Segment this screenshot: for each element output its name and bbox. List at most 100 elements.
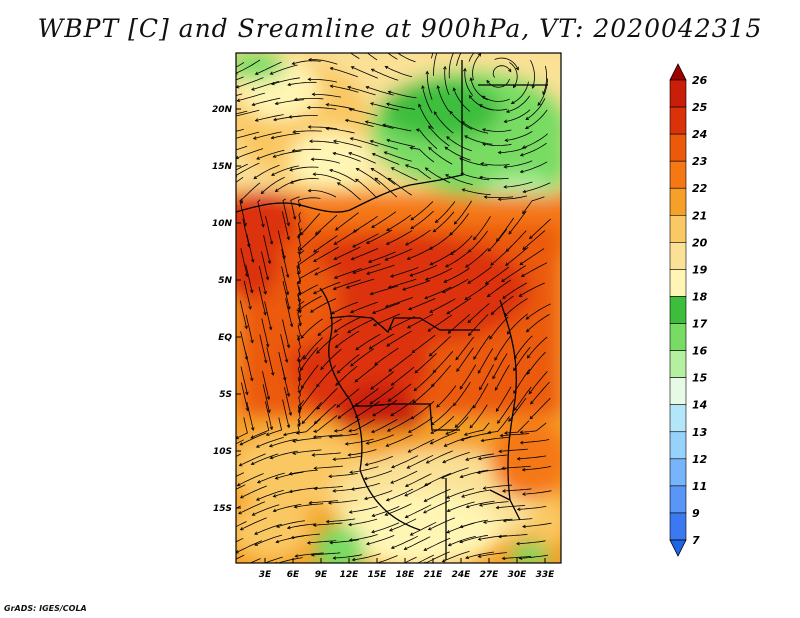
- streamline-arrow: [519, 261, 524, 266]
- streamline: [346, 278, 375, 289]
- streamline-arrow: [428, 125, 432, 130]
- streamline: [404, 482, 431, 497]
- streamline-arrow: [329, 66, 334, 71]
- streamline: [391, 366, 415, 386]
- lat-label: 5N: [218, 276, 232, 286]
- streamline-arrow: [218, 483, 221, 486]
- streamline: [454, 405, 475, 428]
- streamline: [464, 283, 490, 301]
- streamline: [349, 108, 378, 116]
- streamline-arrow: [369, 291, 374, 296]
- streamline-arrow: [269, 426, 274, 431]
- streamline-arrow: [402, 287, 406, 291]
- streamline-arrow: [405, 242, 409, 246]
- streamline-arrow: [365, 85, 370, 90]
- streamline: [270, 64, 298, 75]
- streamline-arrow: [370, 167, 375, 172]
- streamline-arrow: [386, 138, 390, 143]
- streamline-arrow: [501, 556, 506, 561]
- streamline-arrow: [479, 175, 483, 180]
- streamline-arrow: [504, 138, 509, 142]
- streamline-arrow: [501, 278, 505, 283]
- streamline-arrow: [388, 368, 393, 372]
- streamline-arrow: [486, 79, 490, 84]
- colorbar-label: 25: [692, 101, 708, 114]
- streamline-arrow: [231, 115, 234, 118]
- streamline-arrow: [446, 136, 450, 140]
- streamline: [313, 415, 338, 432]
- streamline: [289, 487, 319, 493]
- streamline-arrow: [443, 65, 447, 70]
- streamline-arrow: [490, 262, 494, 266]
- streamline: [301, 402, 322, 424]
- colorbar-swatch: [669, 269, 687, 297]
- streamline-arrow: [370, 386, 374, 390]
- streamline: [310, 298, 337, 313]
- streamline-arrow: [255, 497, 260, 501]
- streamline-arrow: [236, 71, 238, 75]
- streamline: [483, 484, 513, 489]
- streamline-arrow: [291, 61, 296, 65]
- streamline: [461, 173, 490, 181]
- streamline-arrow: [425, 460, 430, 464]
- streamline-arrow: [482, 520, 487, 524]
- colorbar-label: 17: [692, 318, 708, 331]
- streamline-arrow: [308, 57, 312, 62]
- streamline: [505, 246, 529, 266]
- colorbar-swatch: [669, 404, 687, 433]
- streamline: [239, 453, 266, 467]
- streamline-arrow: [328, 474, 332, 479]
- colorbar-swatch: [669, 133, 687, 162]
- streamline-arrow: [503, 165, 508, 169]
- streamline-arrow: [433, 111, 438, 115]
- streamline-arrow: [335, 44, 338, 47]
- streamline: [261, 318, 269, 347]
- streamline-arrow: [355, 346, 360, 351]
- streamline: [472, 53, 482, 81]
- streamline: [364, 470, 393, 480]
- streamline-arrow: [389, 528, 393, 532]
- streamline: [424, 286, 452, 299]
- streamline-arrow: [272, 494, 277, 498]
- streamline: [520, 142, 547, 156]
- streamline-arrow: [464, 296, 469, 301]
- streamline-arrow: [355, 168, 360, 172]
- streamline-arrow: [317, 332, 322, 337]
- streamline: [492, 65, 512, 78]
- streamline: [464, 68, 474, 96]
- streamline-arrow: [463, 67, 467, 72]
- streamline: [467, 303, 490, 323]
- streamline: [453, 381, 471, 406]
- streamline-arrow: [236, 550, 239, 554]
- colorbar-label: 16: [692, 345, 708, 358]
- streamline: [317, 318, 342, 336]
- streamline-arrow: [515, 66, 519, 71]
- streamline: [294, 98, 324, 100]
- streamline: [520, 422, 547, 433]
- streamline-arrow: [525, 316, 530, 320]
- streamline: [397, 53, 416, 63]
- lon-label: 3E: [259, 570, 272, 580]
- streamline-arrow: [239, 200, 244, 205]
- streamline: [298, 386, 318, 410]
- streamline-arrow: [274, 101, 279, 106]
- streamline-arrow: [444, 146, 449, 150]
- streamline: [456, 53, 462, 66]
- streamline-arrow: [490, 311, 495, 315]
- streamline: [502, 488, 532, 492]
- streamline-arrow: [436, 85, 440, 89]
- streamline: [337, 182, 361, 201]
- streamline: [330, 85, 359, 93]
- streamline-arrow: [239, 442, 244, 446]
- streamline-arrow: [349, 137, 354, 141]
- streamline-arrow: [314, 272, 319, 276]
- streamline: [389, 518, 417, 532]
- streamline-arrow: [289, 168, 293, 172]
- streamline-arrow: [329, 168, 333, 173]
- streamline-arrow: [286, 424, 291, 429]
- streamline: [237, 92, 266, 102]
- streamline: [314, 465, 343, 469]
- streamline: [407, 313, 434, 329]
- streamline-arrow: [519, 440, 524, 445]
- streamline: [301, 364, 319, 389]
